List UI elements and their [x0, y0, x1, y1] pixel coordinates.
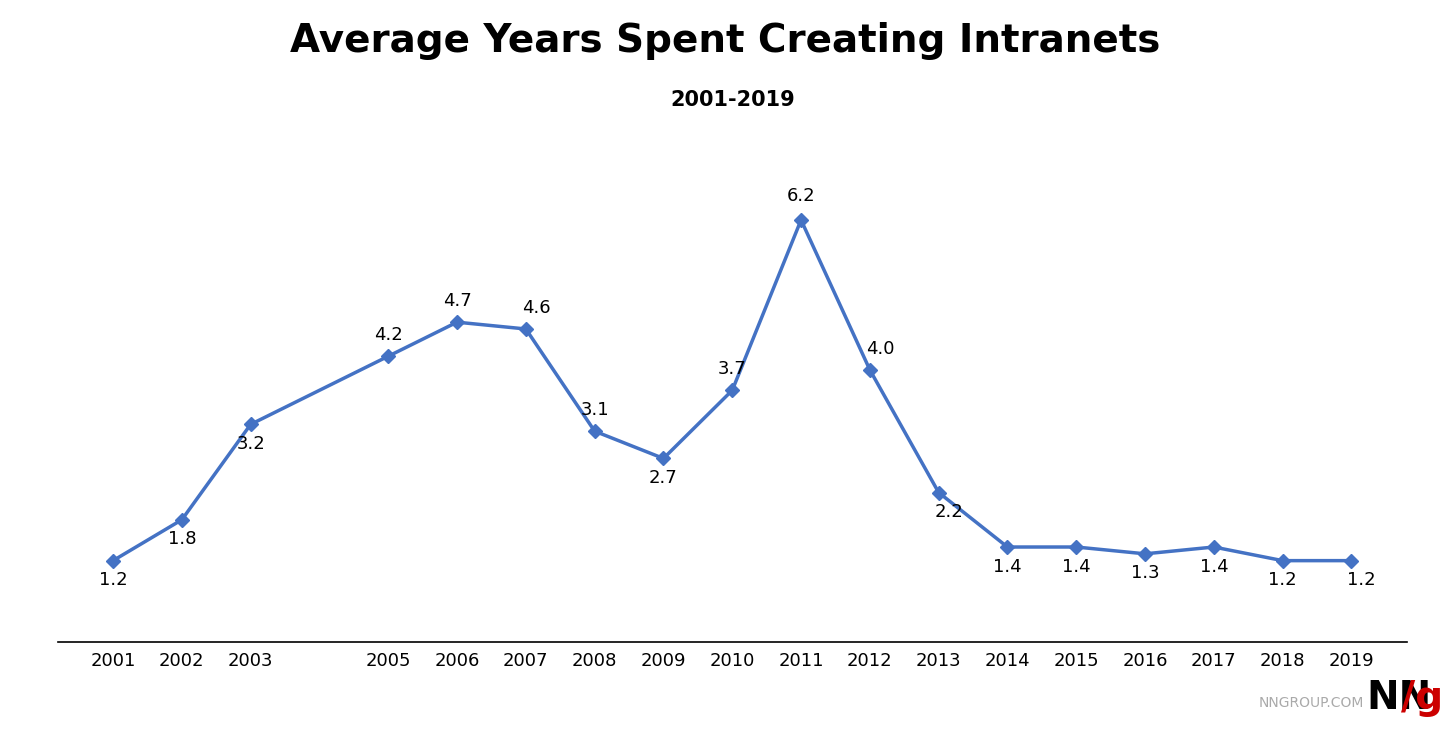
Text: 1.4: 1.4	[1199, 558, 1228, 576]
Text: 1.2: 1.2	[1269, 572, 1296, 589]
Text: NNGROUP.COM: NNGROUP.COM	[1259, 696, 1364, 710]
Text: /g: /g	[1401, 679, 1443, 717]
Text: 1.4: 1.4	[1061, 558, 1090, 576]
Text: 4.7: 4.7	[442, 292, 471, 310]
Text: Average Years Spent Creating Intranets: Average Years Spent Creating Intranets	[290, 22, 1160, 60]
Text: 4.2: 4.2	[374, 326, 403, 344]
Text: 6.2: 6.2	[787, 187, 815, 205]
Text: NN: NN	[1366, 679, 1431, 717]
Text: 3.7: 3.7	[718, 360, 747, 378]
Text: 2.7: 2.7	[650, 469, 677, 487]
Text: 1.2: 1.2	[99, 572, 128, 589]
Title: 2001-2019: 2001-2019	[670, 91, 795, 110]
Text: 4.6: 4.6	[522, 299, 551, 317]
Text: 1.3: 1.3	[1131, 564, 1160, 583]
Text: 1.8: 1.8	[168, 531, 196, 548]
Text: 3.1: 3.1	[580, 401, 609, 419]
Text: 4.0: 4.0	[866, 339, 895, 358]
Text: 3.2: 3.2	[236, 435, 265, 453]
Text: 2.2: 2.2	[935, 503, 963, 521]
Text: 1.4: 1.4	[993, 558, 1022, 576]
Text: 1.2: 1.2	[1347, 572, 1376, 589]
